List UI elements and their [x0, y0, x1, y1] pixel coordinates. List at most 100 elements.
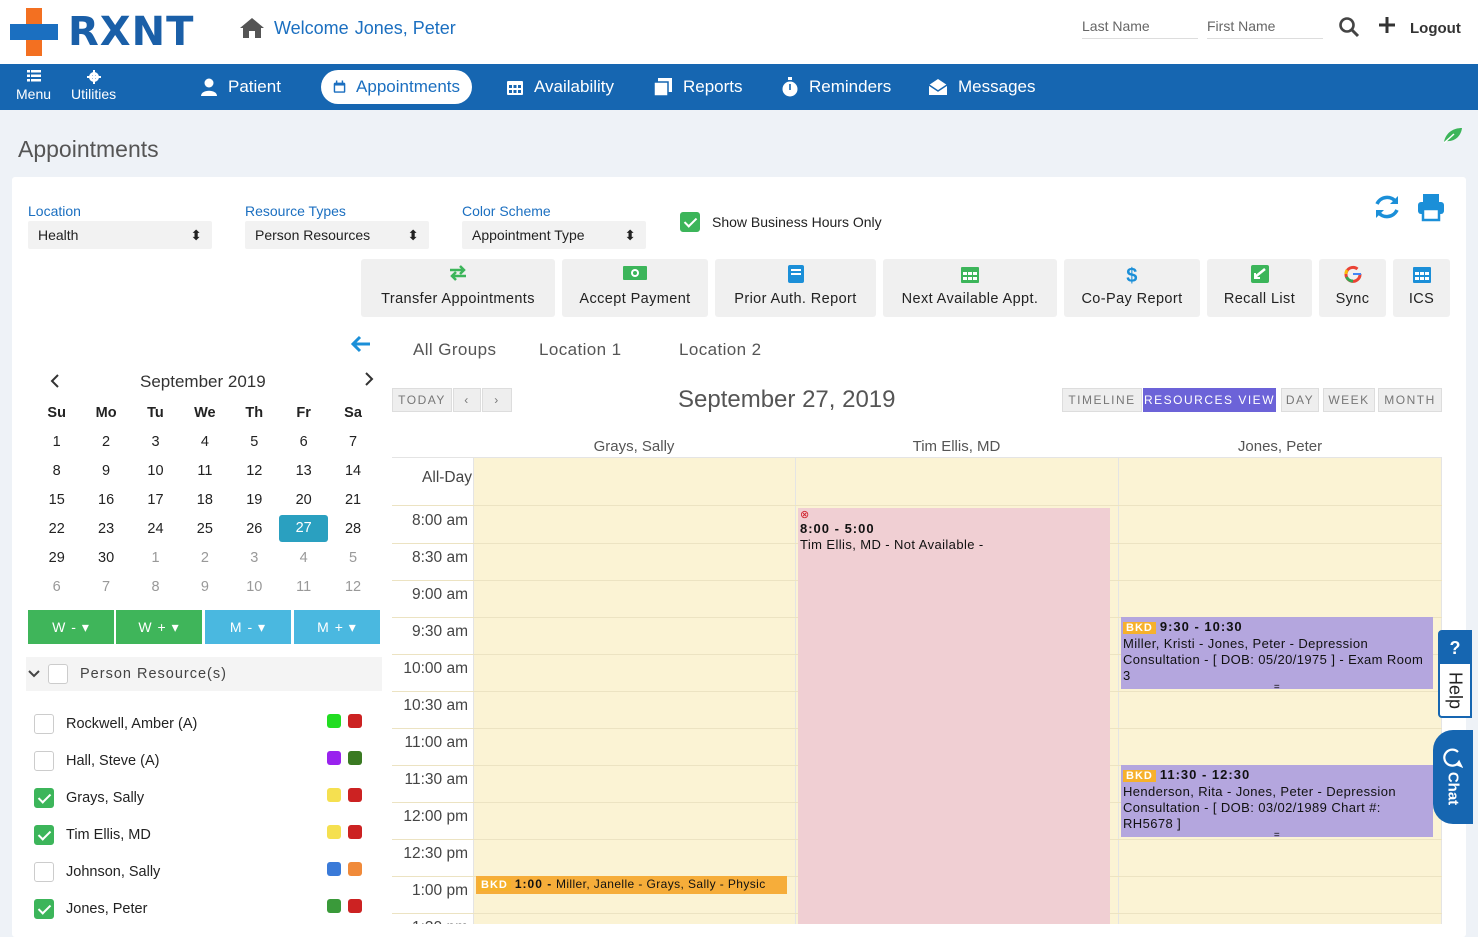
resource-color-swatch[interactable]: [327, 825, 341, 839]
resource-color-swatch[interactable]: [327, 862, 341, 876]
plus-icon[interactable]: [1378, 16, 1396, 34]
calendar-day[interactable]: 30: [98, 549, 115, 566]
calendar-day[interactable]: 6: [52, 578, 61, 595]
calendar-day[interactable]: 8: [52, 462, 61, 479]
calendar-day[interactable]: 24: [147, 520, 164, 537]
calendar-day[interactable]: 11: [197, 462, 213, 479]
prev-month-button[interactable]: [50, 372, 60, 393]
resource-color-swatch[interactable]: [327, 899, 341, 913]
nav-availability[interactable]: Availability: [494, 70, 626, 104]
calendar-day[interactable]: 4: [200, 433, 209, 450]
calendar-day[interactable]: 2: [200, 549, 209, 566]
calendar-day[interactable]: 11: [296, 578, 312, 595]
refresh-icon[interactable]: [1372, 192, 1402, 222]
calendar-day[interactable]: 12: [246, 462, 263, 479]
resource-checkbox[interactable]: [34, 862, 54, 882]
calendar-day[interactable]: 9: [102, 462, 111, 479]
event-appointment[interactable]: BKD 1:00 - Miller, Janelle - Grays, Sally…: [476, 876, 787, 894]
calendar-day[interactable]: 1: [151, 549, 160, 566]
resource-types-select[interactable]: Person Resources ⬍: [245, 221, 429, 249]
calendar-day[interactable]: 19: [246, 491, 263, 508]
resource-color-swatch[interactable]: [348, 714, 362, 728]
resource-checkbox[interactable]: [34, 788, 54, 808]
month-back-button[interactable]: M - ▾: [205, 610, 291, 644]
view-day[interactable]: DAY: [1281, 388, 1319, 412]
calendar-day[interactable]: 3: [151, 433, 160, 450]
nav-reminders[interactable]: Reminders: [769, 70, 903, 104]
resource-row[interactable]: Hall, Steve (A): [34, 749, 364, 773]
calendar-day[interactable]: 2: [102, 433, 111, 450]
calendar-day[interactable]: 15: [48, 491, 65, 508]
calendar-day[interactable]: 6: [299, 433, 308, 450]
select-all-checkbox[interactable]: [48, 664, 68, 684]
resize-handle-icon[interactable]: =: [1273, 830, 1281, 841]
calendar-day[interactable]: 5: [250, 433, 259, 450]
calendar-day[interactable]: 28: [344, 520, 362, 537]
chevron-down-icon[interactable]: [28, 669, 40, 679]
resource-color-swatch[interactable]: [348, 862, 362, 876]
calendar-day[interactable]: 18: [196, 491, 213, 508]
calendar-day[interactable]: 17: [147, 491, 164, 508]
location-select[interactable]: Health ⬍: [28, 221, 212, 249]
co-pay-report-button[interactable]: $ Co-Pay Report: [1064, 259, 1200, 317]
resource-color-swatch[interactable]: [327, 714, 341, 728]
next-day-button[interactable]: ›: [482, 388, 512, 412]
tab-location-2[interactable]: Location 2: [679, 340, 762, 359]
calendar-day[interactable]: 1: [52, 433, 61, 450]
logout-link[interactable]: Logout: [1410, 20, 1461, 37]
arrow-left-icon[interactable]: [350, 334, 372, 354]
business-hours-toggle[interactable]: Show Business Hours Only: [680, 212, 882, 232]
calendar-day[interactable]: 26: [246, 520, 263, 537]
print-icon[interactable]: [1416, 192, 1446, 222]
calendar-day[interactable]: 3: [250, 549, 259, 566]
utilities-button[interactable]: Utilities: [71, 70, 116, 102]
color-scheme-select[interactable]: Appointment Type ⬍: [462, 221, 646, 249]
nav-appointments[interactable]: Appointments: [321, 70, 472, 104]
resource-checkbox[interactable]: [34, 899, 54, 919]
last-name-input[interactable]: [1082, 18, 1198, 34]
resource-row[interactable]: Jones, Peter: [34, 897, 364, 921]
first-name-input[interactable]: [1207, 18, 1323, 34]
sync-button[interactable]: Sync: [1319, 259, 1386, 317]
resource-color-swatch[interactable]: [348, 825, 362, 839]
rxnt-logo[interactable]: RXNT: [10, 8, 194, 56]
calendar-day[interactable]: 21: [344, 491, 362, 508]
business-hours-checkbox[interactable]: [680, 212, 700, 232]
calendar-day[interactable]: 22: [48, 520, 65, 537]
resource-checkbox[interactable]: [34, 751, 54, 771]
resource-row[interactable]: Grays, Sally: [34, 786, 364, 810]
resource-checkbox[interactable]: [34, 714, 54, 734]
calendar-day[interactable]: 14: [344, 462, 362, 479]
resize-handle-icon[interactable]: =: [1273, 682, 1281, 693]
calendar-day[interactable]: 29: [48, 549, 65, 566]
resource-color-swatch[interactable]: [348, 899, 362, 913]
event-not-available[interactable]: ⊗ 8:00 - 5:00 Tim Ellis, MD - Not Availa…: [798, 508, 1110, 924]
resource-color-swatch[interactable]: [348, 751, 362, 765]
resource-color-swatch[interactable]: [327, 788, 341, 802]
resource-checkbox[interactable]: [34, 825, 54, 845]
prior-auth-report-button[interactable]: Prior Auth. Report: [715, 259, 876, 317]
month-forward-button[interactable]: M + ▾: [294, 610, 380, 644]
view-month[interactable]: MONTH: [1378, 388, 1442, 412]
calendar-day[interactable]: 9: [200, 578, 209, 595]
tab-location-1[interactable]: Location 1: [539, 340, 622, 359]
view-timeline[interactable]: TIMELINE: [1062, 388, 1142, 412]
next-month-button[interactable]: [364, 370, 374, 391]
menu-button[interactable]: Menu: [16, 70, 51, 102]
chat-tab[interactable]: Chat: [1433, 730, 1473, 824]
resource-color-swatch[interactable]: [348, 788, 362, 802]
nav-patient[interactable]: Patient: [188, 70, 293, 104]
prev-day-button[interactable]: ‹: [453, 388, 481, 412]
calendar-day[interactable]: 4: [299, 549, 308, 566]
event-appointment[interactable]: BKD 9:30 - 10:30 Miller, Kristi - Jones, …: [1121, 617, 1433, 693]
resource-row[interactable]: Rockwell, Amber (A): [34, 712, 364, 736]
calendar-day[interactable]: 27: [278, 515, 329, 542]
home-icon[interactable]: [238, 16, 266, 40]
calendar-day[interactable]: 20: [295, 491, 312, 508]
calendar-day[interactable]: 23: [98, 520, 115, 537]
calendar-day[interactable]: 25: [196, 520, 213, 537]
next-available-appt-button[interactable]: Next Available Appt.: [883, 259, 1057, 317]
calendar-day[interactable]: 7: [349, 433, 358, 450]
resource-color-swatch[interactable]: [327, 751, 341, 765]
ics-button[interactable]: ICS: [1393, 259, 1450, 317]
